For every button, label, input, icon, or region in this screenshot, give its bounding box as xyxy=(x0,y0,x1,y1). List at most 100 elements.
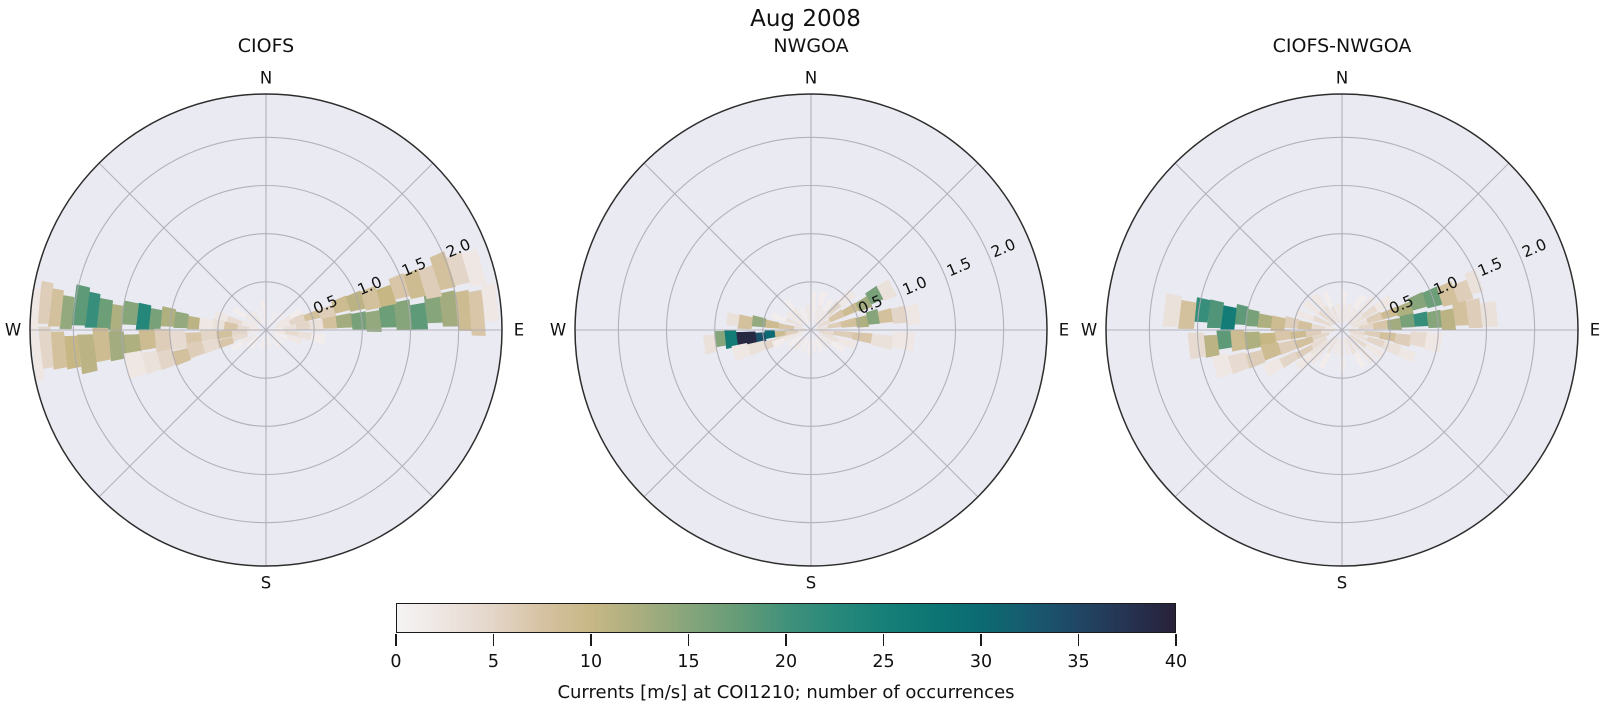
cardinal-label-south: S xyxy=(261,574,271,593)
polar-plot-nwgoa: 0.5 1.0 1.5 2.0 N S E W xyxy=(541,60,1081,600)
cardinal-label-north: N xyxy=(260,69,272,88)
rose-segment xyxy=(1270,315,1286,331)
subplot-title-ciofs-nwgoa: CIOFS-NWGOA xyxy=(1272,35,1412,57)
subplot-title-nwgoa: NWGOA xyxy=(773,35,849,57)
colorbar-tick-label: 35 xyxy=(1067,652,1090,672)
rose-segment xyxy=(289,307,304,319)
rose-segment xyxy=(1436,281,1459,307)
rose-segment xyxy=(833,330,854,339)
rose-segment xyxy=(1162,292,1183,327)
polar-grid xyxy=(575,94,1047,566)
rose-segment xyxy=(268,311,277,324)
colorbar xyxy=(396,603,1176,633)
rose-segment xyxy=(1278,351,1299,369)
rose-segment xyxy=(284,330,299,337)
rose-segment xyxy=(230,340,244,352)
colorbar-tick-mark xyxy=(395,634,397,646)
rose-segment xyxy=(726,312,740,327)
rose-segment xyxy=(461,248,487,287)
rose-segment xyxy=(297,331,313,341)
rose-segment xyxy=(1244,349,1266,369)
polar-spine xyxy=(574,93,1048,567)
rose-segment xyxy=(1187,332,1207,360)
rose-segment xyxy=(1344,303,1354,322)
cardinal-label-south: S xyxy=(1337,574,1347,593)
cardinal-label-east: E xyxy=(1059,321,1069,340)
rose-segment xyxy=(454,289,473,331)
rose-segment xyxy=(48,288,64,327)
rose-segment xyxy=(840,317,858,328)
rose-segment xyxy=(250,310,263,325)
rose-segment xyxy=(153,328,172,353)
polar-spine xyxy=(29,93,503,567)
rose-segment xyxy=(201,339,220,354)
rose-segment xyxy=(822,298,834,313)
subplot-title-ciofs: CIOFS xyxy=(237,35,295,57)
rose-segment xyxy=(827,321,842,329)
polar-plot-ciofs-nwgoa: 0.5 1.0 1.5 2.0 N S E W xyxy=(1072,60,1611,600)
colorbar-tick-label: 40 xyxy=(1164,652,1188,672)
rose-segment xyxy=(1302,299,1321,316)
rose-segment xyxy=(76,334,98,375)
colorbar-tick-mark xyxy=(980,634,982,646)
rose-segment xyxy=(837,336,857,350)
rose-segment xyxy=(1203,334,1220,358)
rose-segment xyxy=(770,311,787,323)
rose-segment xyxy=(1177,299,1197,329)
polar-spine xyxy=(1105,93,1579,567)
rose-segment xyxy=(811,337,817,352)
rose-segment xyxy=(286,335,302,345)
colorbar-tick-mark xyxy=(492,634,495,646)
rose-segment xyxy=(410,302,429,330)
rose-segment xyxy=(1352,293,1367,311)
colorbar-tick-label: 15 xyxy=(677,652,700,672)
colorbar-tick-mark xyxy=(687,634,690,646)
rose-segment xyxy=(1318,352,1331,369)
rose-segment xyxy=(1216,330,1232,350)
rose-segment xyxy=(140,350,162,375)
rose-segment xyxy=(345,290,367,312)
rose-segment xyxy=(814,337,824,352)
rose-segment xyxy=(1332,336,1341,355)
colorbar-tick-label: 10 xyxy=(579,652,603,672)
polar-grid xyxy=(1106,94,1578,566)
rose-segment xyxy=(446,252,471,286)
rose-segment xyxy=(214,310,229,322)
rose-segment xyxy=(1243,331,1262,351)
rose-segment xyxy=(59,295,75,330)
rose-segment xyxy=(159,306,177,327)
rose-segment xyxy=(771,337,786,348)
rose-segment xyxy=(1366,336,1386,349)
rose-segment xyxy=(1413,311,1429,327)
rose-segment xyxy=(63,335,82,370)
cardinal-label-north: N xyxy=(805,69,817,88)
cardinal-label-west: W xyxy=(550,321,566,340)
rose-segment xyxy=(1373,294,1394,313)
rose-segment xyxy=(429,251,456,291)
rose-segment xyxy=(1465,298,1483,329)
rose-segment xyxy=(865,308,881,325)
rose-segment xyxy=(1372,319,1389,330)
rose-segment xyxy=(1353,351,1368,369)
rose-segment xyxy=(216,336,235,349)
rose-segment xyxy=(1311,292,1327,310)
colorbar-tick-mark xyxy=(1175,634,1177,646)
cardinal-label-west: W xyxy=(5,321,21,340)
rose-segment xyxy=(1364,330,1381,338)
rose-segment xyxy=(777,323,795,330)
rose-segment xyxy=(1407,291,1428,311)
colorbar-tick-mark xyxy=(590,634,592,646)
colorbar-tick-label: 20 xyxy=(774,652,798,672)
colorbar-tick-label: 0 xyxy=(390,652,402,672)
colorbar-tick-label: 5 xyxy=(487,652,500,672)
rose-segment xyxy=(806,339,811,356)
rose-segment xyxy=(258,336,265,350)
rose-segment xyxy=(841,302,860,317)
rose-segment xyxy=(1397,347,1417,363)
colorbar-tick-mark xyxy=(1077,634,1080,646)
rose-segment xyxy=(331,295,351,314)
rose-segment xyxy=(288,313,306,325)
rose-segment xyxy=(828,309,846,323)
rose-segment xyxy=(365,309,382,332)
